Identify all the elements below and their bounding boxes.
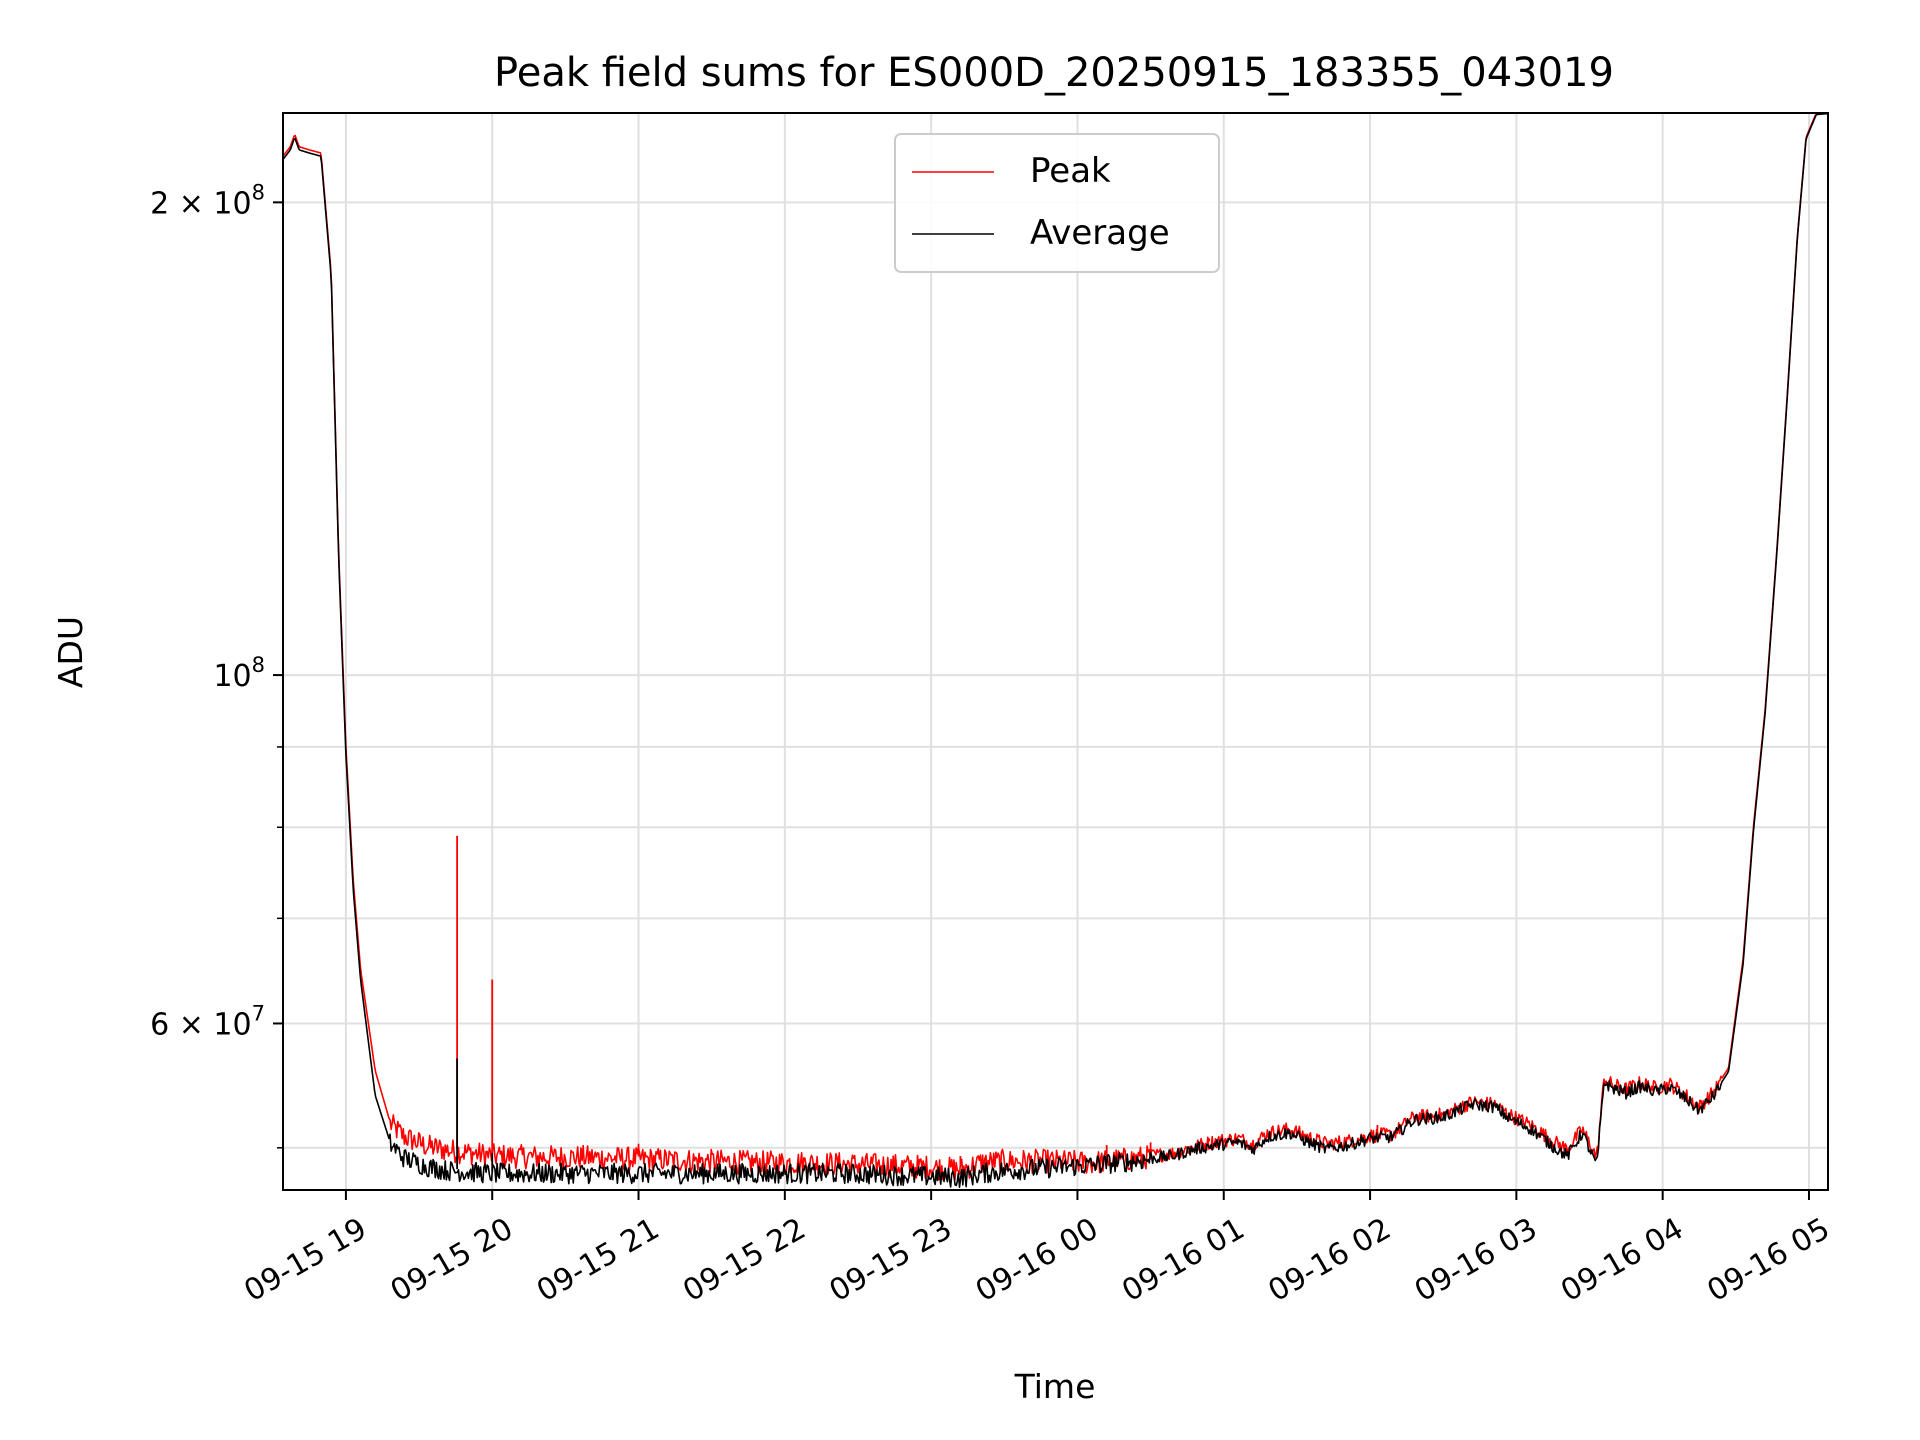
average-line <box>282 112 1829 1188</box>
y-tick-label: 6 × 107 <box>150 1001 265 1042</box>
y-tick-exponent: 8 <box>252 653 265 677</box>
legend-box <box>894 133 1220 273</box>
y-tick-exponent: 8 <box>252 180 265 204</box>
x-axis-label: Time <box>1014 1367 1096 1406</box>
y-axis-label: ADU <box>51 616 90 688</box>
legend-label-average: Average <box>1030 213 1170 253</box>
series-average <box>282 112 1829 1188</box>
y-tick-label: 2 × 108 <box>150 180 265 221</box>
plot-frame <box>282 112 1829 1191</box>
legend: Peak Average <box>894 133 1220 273</box>
y-tick-exponent: 7 <box>252 1001 265 1025</box>
grid-lines <box>283 113 1828 1190</box>
chart-title: Peak field sums for ES000D_20250915_1833… <box>494 50 1614 96</box>
legend-label-peak: Peak <box>1030 151 1111 191</box>
